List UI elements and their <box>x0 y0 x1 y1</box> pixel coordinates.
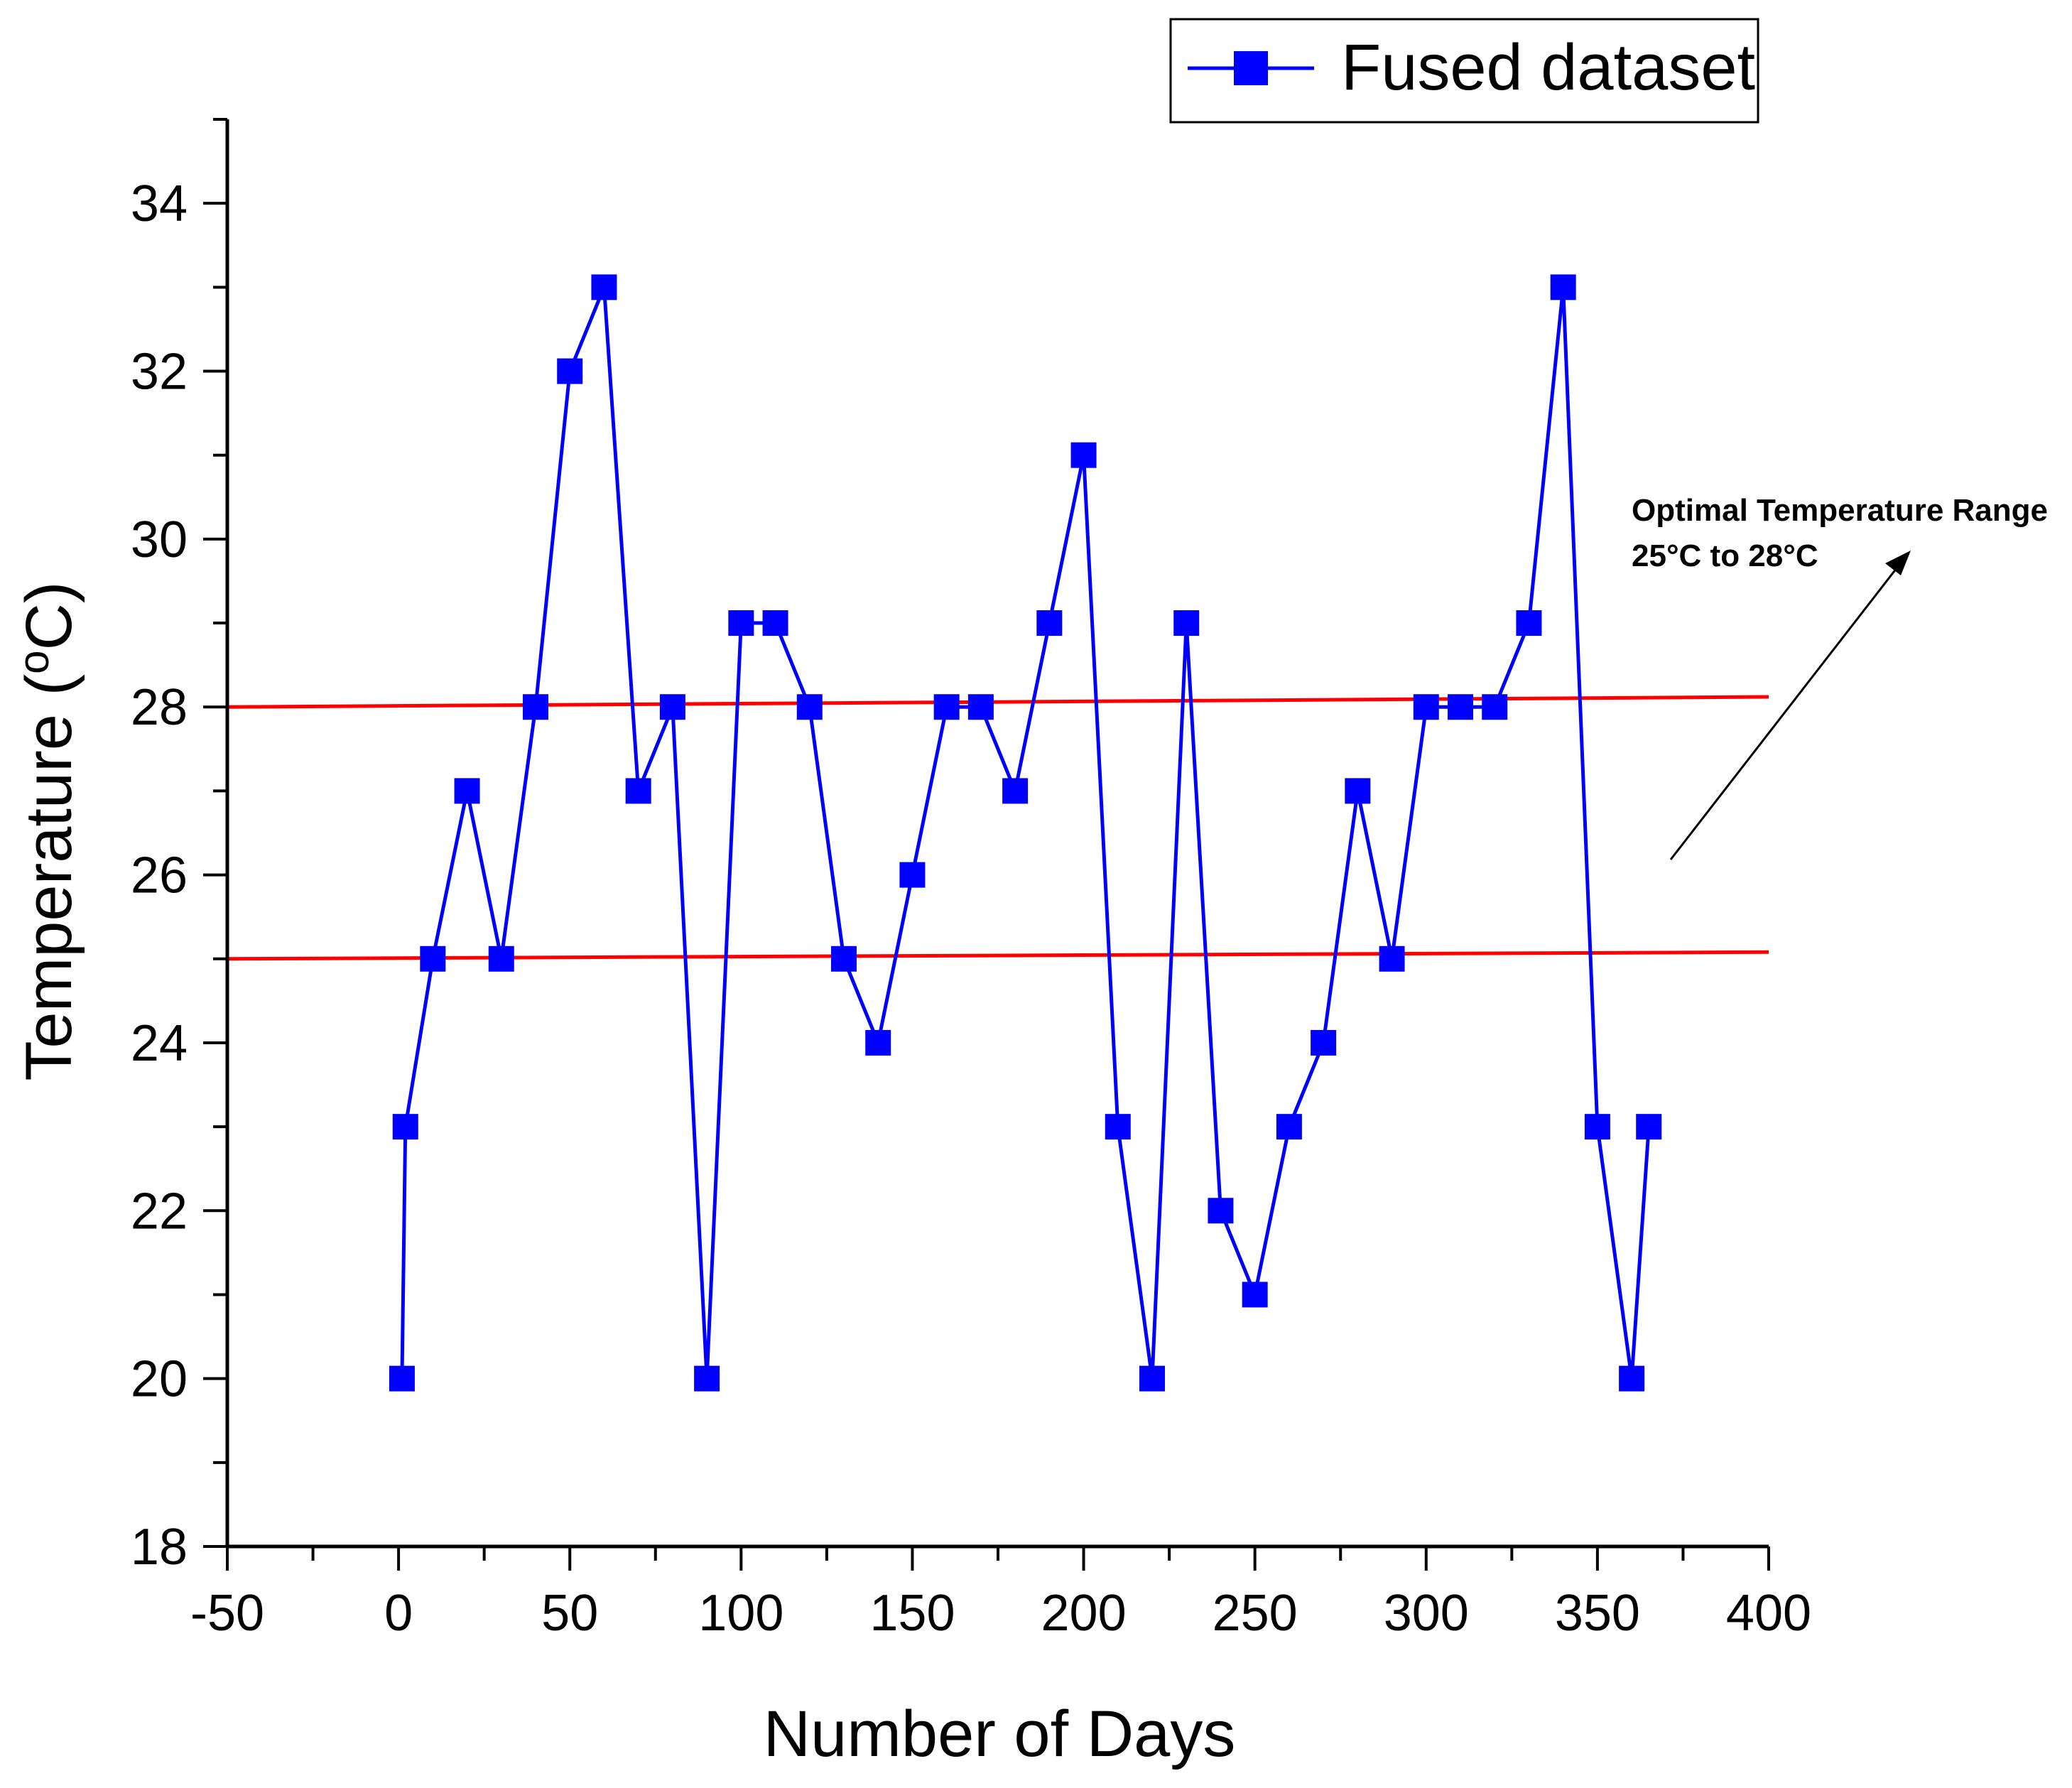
data-point-marker <box>1105 1114 1131 1140</box>
data-point-marker <box>1208 1198 1234 1224</box>
data-point-marker <box>796 694 823 720</box>
series-layer <box>389 274 1662 1392</box>
y-tick-label: 22 <box>131 1183 188 1240</box>
y-tick-label: 24 <box>131 1015 188 1072</box>
annotation-line2: 25°C to 28°C <box>1632 538 1818 573</box>
tick-marks <box>203 118 1770 1571</box>
data-point-marker <box>1139 1365 1165 1392</box>
y-axis-title-superscript: o <box>10 651 58 674</box>
data-point-marker <box>1036 610 1063 636</box>
data-point-marker <box>1242 1282 1268 1308</box>
data-point-marker <box>625 778 651 804</box>
data-point-marker <box>899 862 926 888</box>
optimal-range-lines <box>227 695 1769 961</box>
data-point-marker <box>694 1365 720 1392</box>
data-point-marker <box>389 1365 415 1392</box>
data-point-marker <box>488 946 514 972</box>
y-tick-label: 30 <box>131 511 188 568</box>
x-axis-title: Number of Days <box>764 1698 1236 1770</box>
y-tick-label: 18 <box>131 1519 188 1576</box>
data-point-marker <box>1345 778 1371 804</box>
y-tick-label: 26 <box>131 847 188 904</box>
data-point-marker <box>1002 778 1029 804</box>
legend: Fused dataset <box>1169 18 1759 124</box>
annotation-line1: Optimal Temperature Range <box>1632 493 2048 528</box>
x-tick-label: 250 <box>1213 1585 1298 1642</box>
data-point-marker <box>1070 442 1097 468</box>
x-tick-label: 400 <box>1726 1585 1811 1642</box>
y-axis-title: Temperature (oC) <box>10 581 85 1080</box>
legend-marker-sample <box>1234 51 1268 85</box>
legend-box <box>1169 18 1759 124</box>
annotation-arrowhead <box>1885 551 1911 575</box>
series-line <box>400 285 1651 1381</box>
data-point-marker <box>1379 946 1405 972</box>
data-point-marker <box>1636 1114 1662 1140</box>
data-point-marker <box>1413 694 1439 720</box>
data-point-marker <box>1448 694 1473 720</box>
x-tick-label: 200 <box>1041 1585 1126 1642</box>
data-point-marker <box>1550 274 1576 300</box>
x-tick-label: 150 <box>869 1585 955 1642</box>
x-tick-label: 100 <box>698 1585 783 1642</box>
optimal-range-line-upper <box>227 695 1769 709</box>
data-point-marker <box>392 1114 418 1140</box>
data-point-marker <box>1276 1114 1302 1140</box>
x-tick-label: 50 <box>541 1585 598 1642</box>
data-point-marker <box>523 694 548 720</box>
data-point-marker <box>1584 1114 1610 1140</box>
data-point-marker <box>933 694 960 720</box>
optimal-range-line-lower <box>227 950 1769 961</box>
data-point-marker <box>591 274 617 300</box>
x-tick-label: 350 <box>1555 1585 1640 1642</box>
y-tick-label: 28 <box>131 679 188 736</box>
data-point-marker <box>557 358 583 384</box>
data-point-marker <box>967 694 994 720</box>
y-tick-label: 20 <box>131 1351 188 1408</box>
y-axis-title-unit: C) <box>13 581 85 650</box>
x-tick-label: 0 <box>384 1585 413 1642</box>
data-point-marker <box>865 1029 891 1056</box>
data-point-marker <box>1482 694 1508 720</box>
data-point-marker <box>762 610 788 636</box>
y-tick-label: 32 <box>131 344 188 401</box>
data-point-marker <box>1311 1029 1337 1056</box>
data-point-marker <box>1619 1365 1645 1392</box>
optimal-range-annotation: Optimal Temperature Range 25°C to 28°C <box>1632 493 2048 860</box>
y-tick-label: 34 <box>131 175 188 232</box>
data-point-marker <box>1173 610 1200 636</box>
tick-labels: -50 0 50 100 150 200 250 300 350 400 18 20 22 24 26 28 3… <box>131 175 1811 1642</box>
data-point-marker <box>659 694 685 720</box>
data-point-marker <box>728 610 754 636</box>
x-tick-label: 300 <box>1384 1585 1469 1642</box>
annotation-arrow-shaft <box>1669 568 1898 860</box>
y-axis-title-main: Temperature ( <box>13 674 85 1081</box>
data-point-marker <box>454 778 480 804</box>
legend-label: Fused dataset <box>1341 31 1755 104</box>
data-point-marker <box>831 946 857 972</box>
data-point-marker <box>1516 610 1542 636</box>
x-tick-label: -50 <box>190 1585 264 1642</box>
data-point-marker <box>420 946 446 972</box>
